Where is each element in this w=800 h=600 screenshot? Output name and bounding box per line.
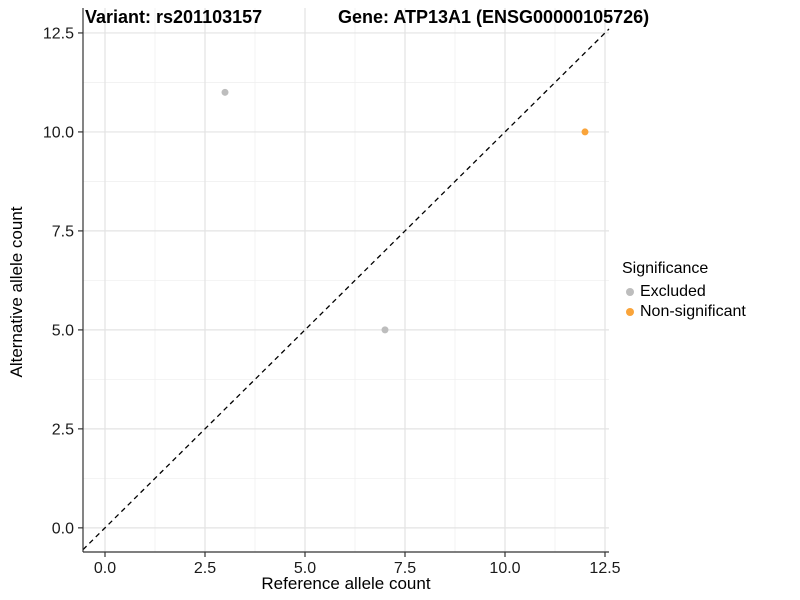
y-tick-label: 0.0 [52, 520, 74, 537]
x-tick-label: 10.0 [489, 560, 520, 577]
legend-label-excluded: Excluded [640, 283, 706, 300]
y-tick-label: 5.0 [52, 322, 74, 339]
data-point-non-significant [581, 128, 589, 136]
x-tick-label: 5.0 [294, 560, 316, 577]
plot-title-variant: Variant: rs201103157 [85, 7, 263, 27]
y-tick-label: 7.5 [52, 223, 74, 240]
y-tick-label: 10.0 [43, 124, 74, 141]
legend-label-non-significant: Non-significant [640, 303, 746, 320]
y-axis-title: Alternative allele count [7, 206, 26, 378]
data-point-excluded [221, 88, 229, 96]
identity-line [82, 28, 610, 551]
x-tick-label: 2.5 [194, 560, 216, 577]
legend-item-excluded: Excluded [622, 282, 746, 302]
x-tick-label: 7.5 [394, 560, 416, 577]
x-axis-title-wrap: Reference allele count [0, 574, 692, 594]
y-tick-label: 12.5 [43, 25, 74, 42]
legend: Significance Excluded Non-significant [622, 260, 746, 322]
excluded-dot-icon [626, 288, 634, 296]
x-tick-label: 0.0 [94, 560, 116, 577]
x-tick-label: 12.5 [589, 560, 620, 577]
data-point-excluded [381, 326, 389, 334]
legend-item-non-significant: Non-significant [622, 302, 746, 322]
non-significant-dot-icon [626, 308, 634, 316]
y-tick-label: 2.5 [52, 421, 74, 438]
x-axis-title: Reference allele count [261, 574, 431, 593]
plot-title-gene: Gene: ATP13A1 (ENSG00000105726) [338, 7, 650, 27]
legend-title: Significance [622, 260, 709, 277]
